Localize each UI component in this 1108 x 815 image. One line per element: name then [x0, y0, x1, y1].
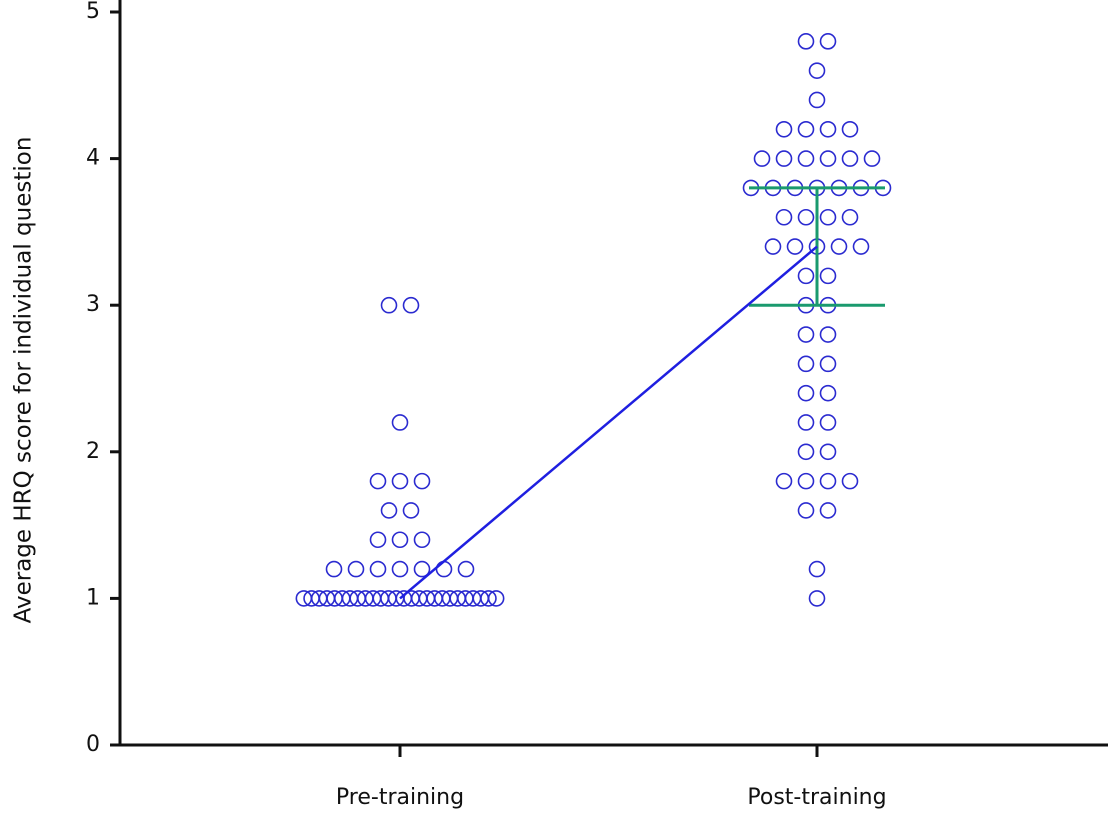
data-point — [391, 414, 409, 431]
data-point — [402, 296, 420, 314]
y-axis-label: Average HRQ score for individual questio… — [11, 137, 37, 624]
data-point — [797, 150, 815, 167]
data-point — [369, 531, 387, 549]
data-point — [775, 472, 793, 490]
y-tick-label: 4 — [86, 146, 100, 171]
data-point — [819, 208, 837, 226]
data-point — [841, 208, 859, 226]
data-point — [797, 208, 815, 226]
data-point — [808, 62, 826, 79]
data-point — [819, 355, 837, 373]
x-tick-label: Post-training — [747, 785, 886, 810]
data-point — [841, 472, 859, 490]
median-line — [399, 245, 818, 600]
data-point — [391, 472, 409, 490]
data-point — [797, 472, 815, 490]
data-point — [819, 326, 837, 343]
data-point — [325, 560, 343, 578]
data-point — [402, 502, 420, 519]
y-tick-label: 1 — [86, 585, 100, 610]
data-point — [819, 443, 837, 461]
data-point — [775, 120, 793, 138]
data-point — [369, 472, 387, 490]
data-point — [797, 120, 815, 138]
data-point — [457, 560, 475, 578]
data-point — [797, 414, 815, 431]
data-point — [369, 560, 387, 578]
data-point — [786, 238, 804, 255]
x-tick-label: Pre-training — [336, 785, 464, 810]
y-tick-label: 5 — [86, 0, 100, 24]
data-point — [852, 238, 870, 255]
data-point — [413, 531, 431, 549]
data-point — [797, 33, 815, 50]
data-point — [819, 33, 837, 50]
data-point — [841, 150, 859, 167]
data-point — [863, 150, 881, 167]
y-tick-label: 2 — [86, 439, 100, 464]
data-point — [819, 414, 837, 431]
data-point — [819, 267, 837, 285]
data-point — [347, 560, 365, 578]
data-point — [797, 355, 815, 373]
data-point — [808, 590, 826, 607]
data-point — [391, 560, 409, 578]
data-point — [819, 472, 837, 490]
y-tick-label: 3 — [86, 292, 100, 317]
data-point — [775, 208, 793, 226]
data-point — [380, 502, 398, 519]
data-point — [380, 296, 398, 314]
data-point — [797, 384, 815, 402]
data-point — [808, 560, 826, 578]
data-point — [819, 384, 837, 402]
y-tick-label: 0 — [86, 732, 100, 757]
data-point — [775, 150, 793, 167]
data-point — [413, 472, 431, 490]
data-point — [830, 238, 848, 255]
data-point — [391, 531, 409, 549]
data-point — [819, 120, 837, 138]
data-point — [480, 590, 497, 607]
data-point — [413, 560, 431, 578]
data-point — [435, 560, 453, 578]
data-point — [764, 238, 782, 255]
data-point — [819, 502, 837, 519]
data-point — [797, 267, 815, 285]
data-point — [841, 120, 859, 138]
data-point — [819, 150, 837, 167]
data-point — [753, 150, 771, 167]
data-point — [797, 443, 815, 461]
data-point — [797, 326, 815, 343]
data-point — [808, 91, 826, 109]
data-point — [487, 590, 505, 607]
data-point — [797, 502, 815, 519]
